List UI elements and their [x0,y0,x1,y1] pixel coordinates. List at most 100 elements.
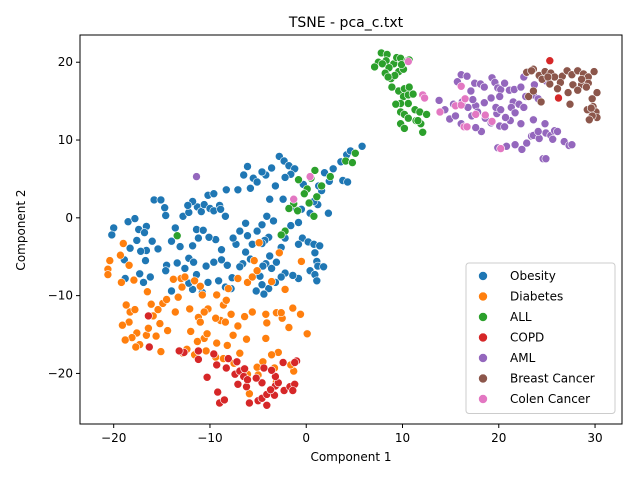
data-point [248,272,257,282]
data-point [172,231,182,240]
data-point [118,320,127,330]
legend-marker [478,271,488,281]
data-point [248,307,257,317]
legend-entry: ALL [510,310,532,324]
data-point [243,375,252,385]
data-point [129,275,139,285]
data-point [350,149,360,158]
data-point [284,323,294,332]
data-point [174,346,184,356]
data-point [171,223,180,233]
data-point [192,172,201,181]
plot-area [103,48,602,410]
data-point [536,97,546,107]
data-point [242,334,251,344]
data-point [524,92,533,101]
y-tick-label: 20 [58,55,73,69]
data-point [194,346,203,356]
data-point [262,400,272,410]
data-point [239,170,248,180]
data-point [188,285,197,294]
data-point [252,177,262,187]
legend-marker [478,373,488,384]
data-point [202,329,212,339]
data-point [553,84,562,93]
data-point [517,145,527,154]
data-point [212,338,221,348]
data-point [198,290,207,300]
data-point [153,244,163,254]
data-point [209,189,219,198]
data-point [592,88,602,97]
data-point [487,117,497,126]
data-point [119,239,128,248]
data-point [161,266,170,276]
data-point [146,299,156,309]
x-axis-label: Component 1 [310,450,391,464]
data-point [317,181,326,191]
data-point [310,248,320,258]
data-point [343,177,352,187]
y-axis-label: Component 2 [14,189,28,270]
data-point [288,303,298,313]
data-point [171,307,180,317]
data-point [278,194,288,204]
data-point [456,100,466,110]
data-point [462,71,472,81]
data-point [167,286,176,296]
data-point [194,233,203,243]
data-point [156,195,166,205]
data-point [451,111,460,121]
data-point [377,59,387,69]
data-point [143,287,152,297]
y-tick-label: 0 [65,211,73,225]
data-point [246,184,255,193]
data-point [480,110,490,120]
data-point [130,305,140,314]
x-axis: −20 −10 0 10 20 30 [101,424,603,445]
y-tick-label: −10 [48,289,73,303]
data-point [146,272,155,282]
legend-box [465,262,616,414]
data-point [533,127,543,136]
data-point [296,309,305,319]
data-point [534,134,544,143]
data-point [486,93,496,103]
data-point [232,357,242,367]
data-point [554,93,563,103]
data-point [163,326,172,335]
data-point [144,311,153,321]
data-point [315,241,325,251]
data-point [479,82,489,92]
x-tick-label: 30 [587,431,602,445]
legend-marker [478,394,488,404]
series-colen-cancer [289,57,506,204]
data-point [294,218,303,227]
data-point [209,257,219,267]
data-point [222,185,231,195]
data-point [471,123,481,132]
data-point [522,138,532,148]
data-point [224,284,233,293]
data-point [565,99,575,109]
legend-entry: Obesity [510,269,556,283]
data-point [103,270,113,279]
data-point [403,113,413,123]
data-point [302,329,312,339]
data-point [144,323,153,333]
data-point [199,307,209,317]
data-point [241,219,250,228]
data-point [212,360,221,370]
data-point [529,115,538,125]
y-tick-label: −20 [48,366,73,380]
data-point [408,89,418,99]
data-point [262,212,272,221]
data-point [325,172,335,181]
data-point [223,341,232,350]
data-point [294,175,303,184]
data-point [224,354,233,363]
data-point [235,262,245,272]
data-point [265,251,275,261]
data-point [309,212,319,221]
data-point [183,201,193,210]
